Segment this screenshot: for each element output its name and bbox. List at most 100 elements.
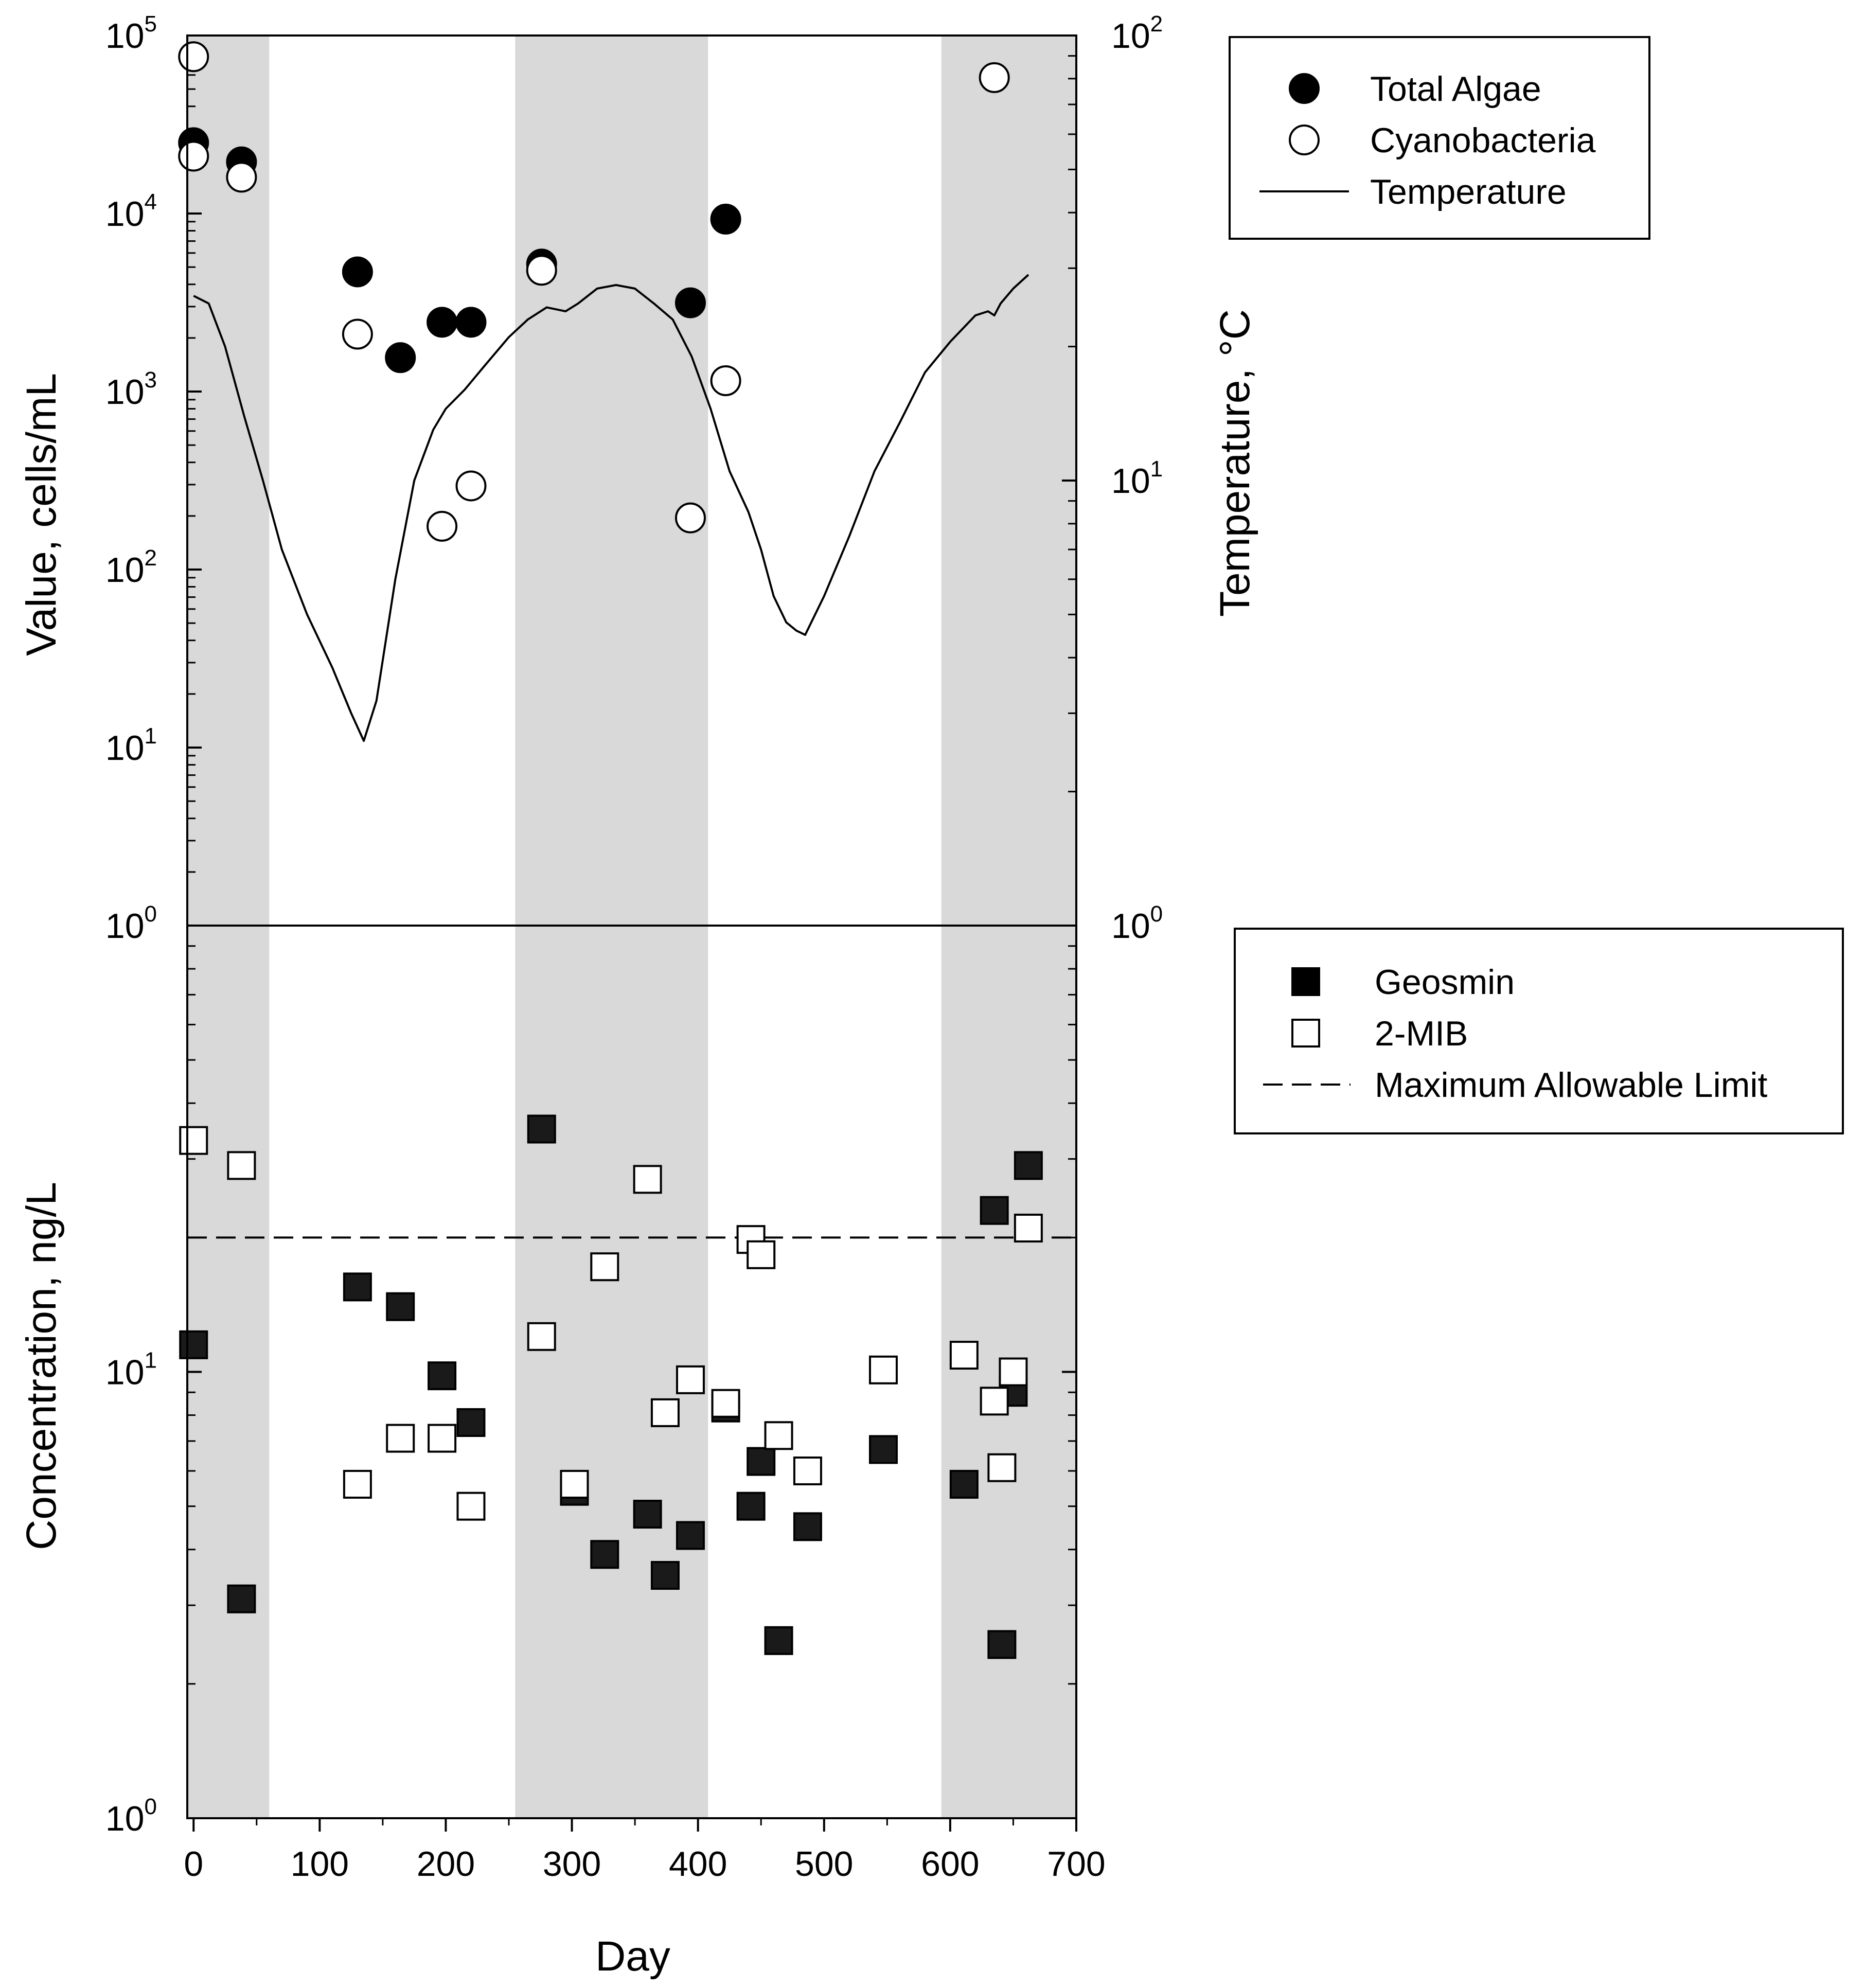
mib-point	[793, 1456, 822, 1485]
total-algae-point	[342, 256, 373, 288]
geosmin-point	[386, 1292, 415, 1321]
cyanobacteria-point	[710, 365, 741, 396]
mib-point	[676, 1365, 705, 1394]
x-tick-label: 200	[417, 1844, 475, 1884]
bottom-left-tick-label: 100	[105, 1794, 157, 1838]
top-left-tick-label: 101	[105, 723, 157, 768]
mib-point	[949, 1341, 979, 1370]
cyanobacteria-point	[178, 140, 209, 172]
x-tick-label: 500	[795, 1844, 853, 1884]
top-left-tick-base: 10	[105, 551, 145, 590]
top-shaded-region-2	[941, 36, 1076, 926]
top-right-tick-base: 10	[1111, 907, 1150, 946]
top-shaded-regions	[187, 36, 1076, 926]
top-left-tick-base: 10	[105, 16, 145, 56]
mib-point	[590, 1252, 619, 1282]
top-right-tick-exponent: 0	[1150, 901, 1163, 927]
mib-point	[747, 1240, 776, 1269]
x-tick-label: 100	[291, 1844, 349, 1884]
mib-point	[987, 1453, 1017, 1482]
top-left-tick-base: 10	[105, 194, 145, 234]
total-algae-point	[455, 307, 487, 338]
mib-point	[1014, 1213, 1043, 1242]
top-right-tick-label: 100	[1111, 901, 1163, 946]
total-algae-point	[710, 203, 741, 235]
x-tick-label: 700	[1047, 1844, 1105, 1884]
temperature-line	[193, 274, 1029, 742]
bottom-left-tick-label: 101	[105, 1348, 157, 1392]
top-right-y-axis-title: Temperature, °C	[1212, 309, 1258, 617]
top-left-tick-label: 102	[105, 545, 157, 590]
top-shaded-region-1	[515, 36, 708, 926]
cyanobacteria-point	[526, 255, 557, 286]
geosmin-point	[456, 1408, 486, 1437]
top-left-tick-base: 10	[105, 729, 145, 768]
geosmin-point	[590, 1540, 619, 1569]
geosmin-point	[949, 1469, 979, 1499]
legend-mal-label: Maximum Allowable Limit	[1375, 1066, 1767, 1105]
x-axis-ticks: 0 100 200 300 400 500 600 700	[184, 1818, 1106, 1884]
legend-2mib-label: 2-MIB	[1375, 1014, 1468, 1053]
x-tick-label: 300	[543, 1844, 601, 1884]
total-algae-point	[674, 287, 706, 318]
cyanobacteria-point	[455, 470, 487, 502]
mib-point	[650, 1398, 680, 1427]
bottom-series	[179, 1114, 1043, 1659]
bottom-legend-box	[1234, 928, 1844, 1134]
geosmin-point	[747, 1447, 776, 1476]
top-right-tick-label: 102	[1111, 11, 1163, 56]
bottom-y-axis-title: Concentration, ng/L	[18, 1182, 65, 1550]
top-left-tick-exponent: 5	[145, 11, 157, 37]
bottom-legend: Geosmin 2-MIB Maximum Allowable Limit	[1234, 928, 1844, 1134]
geosmin-point	[527, 1114, 556, 1144]
mib-point	[980, 1387, 1009, 1416]
top-left-tick-base: 10	[105, 372, 145, 412]
cyanobacteria-point	[674, 502, 706, 534]
mib-point	[633, 1165, 662, 1194]
geosmin-point	[633, 1500, 662, 1529]
top-left-tick-exponent: 3	[145, 367, 157, 393]
geosmin-point	[980, 1196, 1009, 1225]
bottom-left-tick-exponent: 1	[145, 1348, 157, 1373]
mib-point	[999, 1357, 1028, 1387]
top-right-tick-base: 10	[1111, 461, 1150, 501]
cyanobacteria-point	[178, 41, 209, 73]
top-left-tick-exponent: 4	[145, 189, 157, 215]
legend-cyanobacteria-marker	[1289, 125, 1320, 155]
top-left-tick-exponent: 2	[145, 545, 157, 571]
geosmin-point	[676, 1521, 705, 1550]
bottom-left-tick-base: 10	[105, 1353, 145, 1392]
mib-point	[868, 1355, 898, 1384]
legend-geosmin-label: Geosmin	[1375, 963, 1515, 1002]
top-right-tick-exponent: 2	[1150, 11, 1163, 37]
bottom-shaded-regions	[187, 926, 1076, 1818]
legend-cyanobacteria-label: Cyanobacteria	[1370, 121, 1596, 160]
mib-point	[179, 1126, 208, 1155]
bottom-left-tick-exponent: 0	[145, 1794, 157, 1819]
geosmin-point	[793, 1512, 822, 1541]
x-tick-label: 0	[184, 1844, 203, 1884]
geosmin-point	[428, 1361, 457, 1391]
top-left-tick-base: 10	[105, 907, 145, 946]
geosmin-point	[343, 1272, 372, 1302]
total-algae-point	[385, 342, 416, 374]
x-tick-label: 600	[921, 1844, 979, 1884]
x-tick-label: 400	[669, 1844, 727, 1884]
mib-point	[527, 1322, 556, 1351]
legend-total-algae-label: Total Algae	[1370, 69, 1541, 109]
top-left-tick-label: 103	[105, 367, 157, 412]
bottom-left-tick-base: 10	[105, 1799, 145, 1838]
top-left-tick-label: 100	[105, 901, 157, 946]
mib-point	[764, 1421, 793, 1450]
mib-point	[386, 1424, 415, 1453]
x-axis-title: Day	[595, 1933, 670, 1980]
cyanobacteria-point	[427, 510, 458, 542]
geosmin-point	[650, 1561, 680, 1590]
cyanobacteria-point	[226, 162, 257, 193]
legend-total-algae-marker	[1289, 73, 1320, 104]
mib-point	[428, 1424, 457, 1453]
top-right-tick-base: 10	[1111, 16, 1150, 56]
mib-point	[560, 1469, 589, 1499]
